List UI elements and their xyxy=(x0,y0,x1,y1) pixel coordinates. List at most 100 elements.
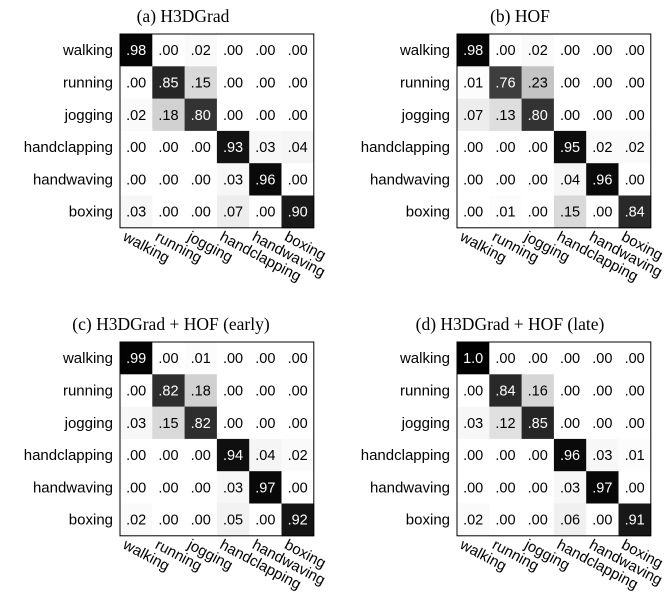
cell-value-label: .94 xyxy=(223,448,243,464)
panel-title: (a) H3DGrad xyxy=(137,6,230,26)
cell-value-label: .00 xyxy=(288,108,308,124)
cell-value-label: .00 xyxy=(463,205,483,221)
matrix-cell xyxy=(489,195,522,229)
cell-value-label: .00 xyxy=(223,75,243,91)
row-label: boxing xyxy=(406,512,450,529)
matrix-cell xyxy=(586,98,619,132)
matrix-cell xyxy=(216,503,250,537)
matrix-frame xyxy=(119,33,315,229)
cell-value-label: .03 xyxy=(126,205,146,221)
matrix-cell xyxy=(457,342,490,375)
cell-value-label: .00 xyxy=(592,75,612,91)
cell-value-label: .00 xyxy=(126,480,146,496)
matrix-cell xyxy=(249,438,282,472)
cell-value-label: .00 xyxy=(495,172,515,188)
matrix-cell xyxy=(618,406,652,440)
confusion-matrix-h3dgrad-hof-late: (d) H3DGrad + HOF (late) 1.0 .00 .00 .00 .00… xyxy=(361,314,666,593)
cell-value-label: .00 xyxy=(191,140,211,156)
cell-value-label: .13 xyxy=(495,108,515,124)
row-label: handclapping xyxy=(24,447,113,464)
cell-value-label: .04 xyxy=(560,172,580,188)
row-label: jogging xyxy=(64,415,113,432)
matrix-cell xyxy=(586,342,619,375)
matrix-cell xyxy=(457,471,490,504)
matrix-cell xyxy=(249,195,282,229)
matrix-cell xyxy=(152,195,185,229)
cell-value-label: .07 xyxy=(463,108,483,124)
cell-value-label: .00 xyxy=(126,172,146,188)
matrix-cell xyxy=(281,438,315,472)
matrix-cell xyxy=(618,195,652,229)
cell-value-label: .00 xyxy=(255,416,275,432)
matrix-cell xyxy=(457,374,490,407)
cell-value-label: .00 xyxy=(495,448,515,464)
row-label: handwaving xyxy=(370,479,450,496)
cell-value-label: .00 xyxy=(495,513,515,529)
matrix-cell xyxy=(521,438,555,472)
cell-value-label: 1.0 xyxy=(463,351,483,367)
matrix-cell xyxy=(216,406,250,440)
cell-value-label: .00 xyxy=(560,108,580,124)
matrix-cell xyxy=(152,438,185,472)
cell-value-label: .99 xyxy=(126,351,146,367)
matrix-cell xyxy=(489,374,522,407)
row-label: running xyxy=(63,382,113,399)
matrix-cell xyxy=(120,374,153,407)
cell-value-label: .00 xyxy=(463,172,483,188)
cell-value-label: .00 xyxy=(560,75,580,91)
row-label: handwaving xyxy=(33,479,113,496)
cell-value-label: .03 xyxy=(223,172,243,188)
matrix-cell xyxy=(120,130,153,164)
cell-value-label: .90 xyxy=(288,205,308,221)
matrix-cell xyxy=(152,130,185,164)
row-label: walking xyxy=(62,42,113,59)
row-label: running xyxy=(400,382,450,399)
cell-value-label: .03 xyxy=(560,480,580,496)
matrix-cell xyxy=(184,342,218,375)
cell-value-label: .00 xyxy=(463,140,483,156)
panel-title: (b) HOF xyxy=(490,6,550,26)
matrix-cell xyxy=(281,471,315,504)
cell-value-label: .00 xyxy=(191,205,211,221)
matrix-cell xyxy=(249,342,282,375)
cell-value-label: .80 xyxy=(191,108,211,124)
matrix-cell xyxy=(618,503,652,537)
matrix-cell xyxy=(120,34,153,67)
cell-value-label: .93 xyxy=(223,140,243,156)
cell-value-label: .00 xyxy=(625,480,645,496)
row-label: handclapping xyxy=(361,139,450,156)
matrix-cell xyxy=(281,66,315,99)
panel-title: (c) H3DGrad + HOF (early) xyxy=(72,314,270,334)
row-label: walking xyxy=(62,350,113,367)
cell-value-label: .96 xyxy=(560,448,580,464)
cell-value-label: .00 xyxy=(255,205,275,221)
matrix-cell xyxy=(120,163,153,196)
confusion-matrix-h3dgrad: (a) H3DGrad .98 .00 .02 .00 .00 .00 .00 .85 .15.… xyxy=(24,6,329,285)
matrix-cell xyxy=(489,130,522,164)
row-label: handwaving xyxy=(33,171,113,188)
cell-value-label: .00 xyxy=(158,480,178,496)
matrix-cell xyxy=(521,195,555,229)
row-label: handwaving xyxy=(370,171,450,188)
matrix-cell xyxy=(152,374,185,407)
cell-value-label: .92 xyxy=(288,513,308,529)
matrix-cell xyxy=(618,342,652,375)
cell-value-label: .84 xyxy=(625,205,645,221)
matrix-cell xyxy=(521,342,555,375)
matrix-cell xyxy=(618,163,652,196)
row-label: running xyxy=(63,74,113,91)
row-label: walking xyxy=(399,42,450,59)
cell-value-label: .76 xyxy=(495,75,515,91)
matrix-cell xyxy=(586,471,619,504)
cell-value-label: .00 xyxy=(126,383,146,399)
cell-value-label: .18 xyxy=(191,383,211,399)
cell-value-label: .00 xyxy=(495,480,515,496)
row-label: walking xyxy=(399,350,450,367)
matrix-cell xyxy=(489,438,522,472)
matrix-cell xyxy=(184,503,218,537)
matrix-cell xyxy=(120,195,153,229)
matrix-cell xyxy=(152,163,185,196)
matrix-cell xyxy=(553,406,587,440)
matrix-cell xyxy=(553,163,587,196)
